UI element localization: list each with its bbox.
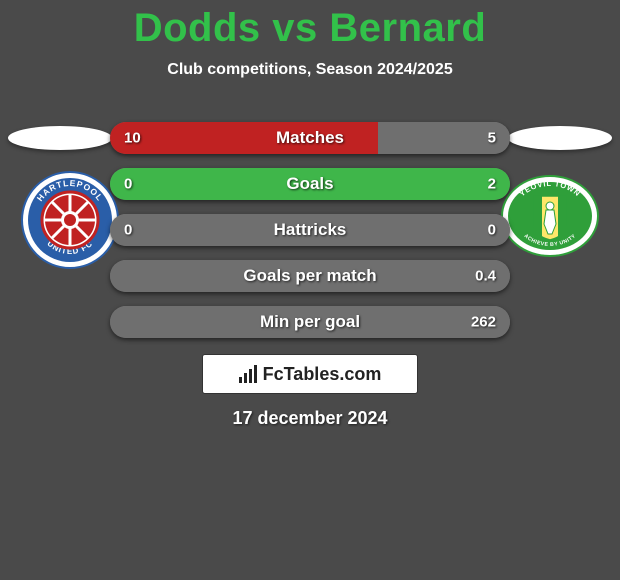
stat-row: Goals per match 0.4 (110, 260, 510, 292)
date-label: 17 december 2024 (0, 408, 620, 429)
stat-row: 10 Matches 5 (110, 122, 510, 154)
left-shadow-ellipse (8, 126, 112, 150)
stat-value-right: 5 (488, 130, 496, 147)
stat-value-right: 2 (488, 176, 496, 193)
page-title: Dodds vs Bernard (0, 0, 620, 51)
stat-value-left: 0 (124, 222, 132, 239)
stat-label: Goals (286, 174, 333, 194)
site-name: FcTables.com (263, 364, 382, 385)
stat-value-left: 10 (124, 130, 141, 147)
site-logo: FcTables.com (202, 354, 418, 394)
left-team-badge: HARTLEPOOL UNITED FC (20, 170, 120, 275)
stat-value-left: 0 (124, 176, 132, 193)
right-shadow-ellipse (508, 126, 612, 150)
stat-label: Matches (276, 128, 344, 148)
right-team-badge: YEOVIL TOWN ACHIEVE BY UNITY (500, 174, 600, 263)
stat-label: Hattricks (274, 220, 347, 240)
stat-label: Goals per match (243, 266, 376, 286)
stat-value-right: 0 (488, 222, 496, 239)
stat-value-right: 0.4 (475, 268, 496, 285)
stat-row: Min per goal 262 (110, 306, 510, 338)
subtitle: Club competitions, Season 2024/2025 (0, 61, 620, 79)
bars-icon (239, 365, 257, 383)
stat-value-right: 262 (471, 314, 496, 331)
stat-row: 0 Goals 2 (110, 168, 510, 200)
comparison-rows: 10 Matches 5 0 Goals 2 0 Hattricks 0 Goals per ma… (110, 122, 510, 338)
stat-label: Min per goal (260, 312, 360, 332)
stat-row: 0 Hattricks 0 (110, 214, 510, 246)
